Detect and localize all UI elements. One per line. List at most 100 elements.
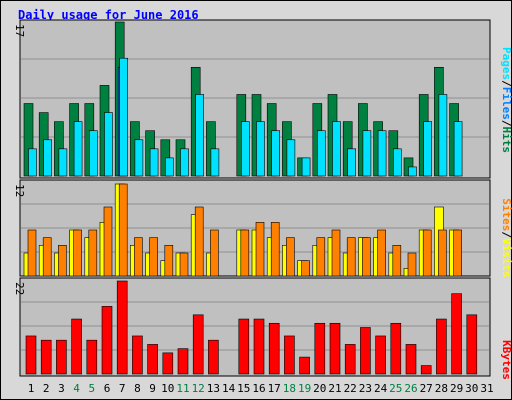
pages-bar	[408, 166, 417, 177]
sites-bar	[316, 237, 326, 277]
x-tick-label: 22	[344, 382, 357, 395]
kbytes-bar	[344, 344, 356, 375]
sites-bar	[422, 229, 432, 277]
x-tick-labels: 1 2 3 4 5 6 7 8 9 10 11 12 13 14 15 16 17 18 19 20 21 22 23 24 2…	[28, 382, 494, 395]
kbytes-bar	[420, 365, 432, 375]
sites-bar	[42, 237, 52, 277]
x-tick-label: 4	[73, 382, 80, 395]
pages-bar	[256, 121, 265, 177]
kbytes-bar	[116, 280, 128, 375]
sites-bar	[438, 229, 447, 277]
pages-bar	[149, 148, 159, 177]
kbytes-bar	[162, 352, 174, 375]
pages-bar	[362, 130, 372, 177]
sites-bar	[118, 183, 128, 277]
sites-bar	[255, 222, 265, 277]
bars-layer	[23, 21, 478, 375]
kbytes-bar	[451, 293, 462, 375]
legend-visits: Visits	[500, 238, 512, 278]
sites-bar	[27, 229, 37, 277]
kbytes-bar	[86, 339, 98, 375]
kbytes-bar	[466, 314, 478, 375]
sites-bar	[149, 237, 158, 277]
pages-bar	[271, 130, 281, 177]
sites-bar	[103, 206, 113, 277]
pages-bar	[73, 121, 83, 177]
kbytes-bar	[177, 348, 189, 375]
kbytes-bar	[268, 322, 280, 375]
sites-bar	[134, 237, 143, 277]
sites-bar	[58, 245, 67, 277]
x-tick-label: 1	[28, 382, 35, 395]
pages-bar	[332, 121, 341, 177]
kbytes-bar	[329, 322, 341, 375]
sites-bar	[407, 252, 417, 277]
sites-bar	[346, 237, 356, 277]
pages-bar	[392, 148, 402, 177]
x-tick-label: 5	[88, 382, 95, 395]
pages-bar	[210, 148, 220, 177]
kbytes-bar	[405, 344, 417, 375]
y-tick-labels: 17 12 22	[13, 24, 26, 295]
x-tick-label: 26	[404, 382, 417, 395]
sites-bar	[194, 206, 204, 277]
x-tick-label: 16	[252, 382, 265, 395]
legend-pages: Pages	[500, 47, 512, 80]
x-tick-label: 7	[119, 382, 126, 395]
kbytes-bar	[101, 306, 113, 375]
x-tick-label: 29	[450, 382, 463, 395]
kbytes-bar	[238, 318, 250, 375]
pages-bar	[28, 148, 37, 177]
pages-bar	[195, 94, 204, 177]
x-tick-label: 10	[161, 382, 174, 395]
kbytes-bar	[390, 322, 402, 375]
x-tick-label: 13	[207, 382, 220, 395]
legend-sites-visits: Sites/Visits	[500, 198, 512, 278]
legend-files: Files	[500, 87, 512, 120]
pages-bar	[241, 121, 250, 177]
x-tick-label: 20	[313, 382, 326, 395]
kbytes-bar	[436, 318, 447, 375]
x-tick-label: 8	[134, 382, 141, 395]
x-tick-label: 12	[192, 382, 205, 395]
kbytes-bar	[192, 314, 204, 375]
x-tick-label: 30	[465, 382, 478, 395]
sites-bar	[377, 229, 386, 277]
kbytes-bar	[147, 344, 158, 375]
sites-bar	[164, 245, 174, 277]
pages-bar	[316, 130, 326, 177]
chart-title: Daily usage for June 2016	[18, 8, 199, 22]
sites-bar	[240, 229, 250, 277]
kbytes-bar	[314, 322, 326, 375]
x-tick-label: 18	[283, 382, 296, 395]
sites-bar	[179, 252, 189, 277]
x-tick-label: 3	[58, 382, 65, 395]
x-tick-label: 2	[43, 382, 50, 395]
x-tick-label: 17	[268, 382, 281, 395]
legend-kbytes: KBytes	[500, 340, 512, 380]
pages-bar	[104, 112, 113, 177]
y-tick-label: 22	[13, 282, 26, 295]
x-tick-label: 15	[237, 382, 250, 395]
x-tick-label: 11	[176, 382, 189, 395]
pages-bar	[286, 139, 296, 177]
legend-kbytes-label: KBytes	[500, 340, 512, 380]
legend-sep-3: /	[500, 231, 512, 238]
x-tick-label: 31	[480, 382, 493, 395]
sites-bar	[73, 229, 82, 277]
x-tick-label: 19	[298, 382, 311, 395]
sites-bar	[286, 237, 295, 277]
x-tick-label: 27	[420, 382, 433, 395]
x-tick-label: 9	[149, 382, 156, 395]
kbytes-bar	[132, 335, 143, 375]
legend-hits: Hits	[500, 127, 512, 154]
pages-bar	[180, 148, 189, 177]
sites-bar	[331, 229, 341, 277]
pages-bar	[438, 94, 448, 177]
pages-bar	[347, 148, 357, 177]
kbytes-bar	[25, 335, 37, 375]
pages-bar	[301, 157, 311, 177]
kbytes-bar	[71, 318, 82, 375]
x-tick-label: 23	[359, 382, 372, 395]
